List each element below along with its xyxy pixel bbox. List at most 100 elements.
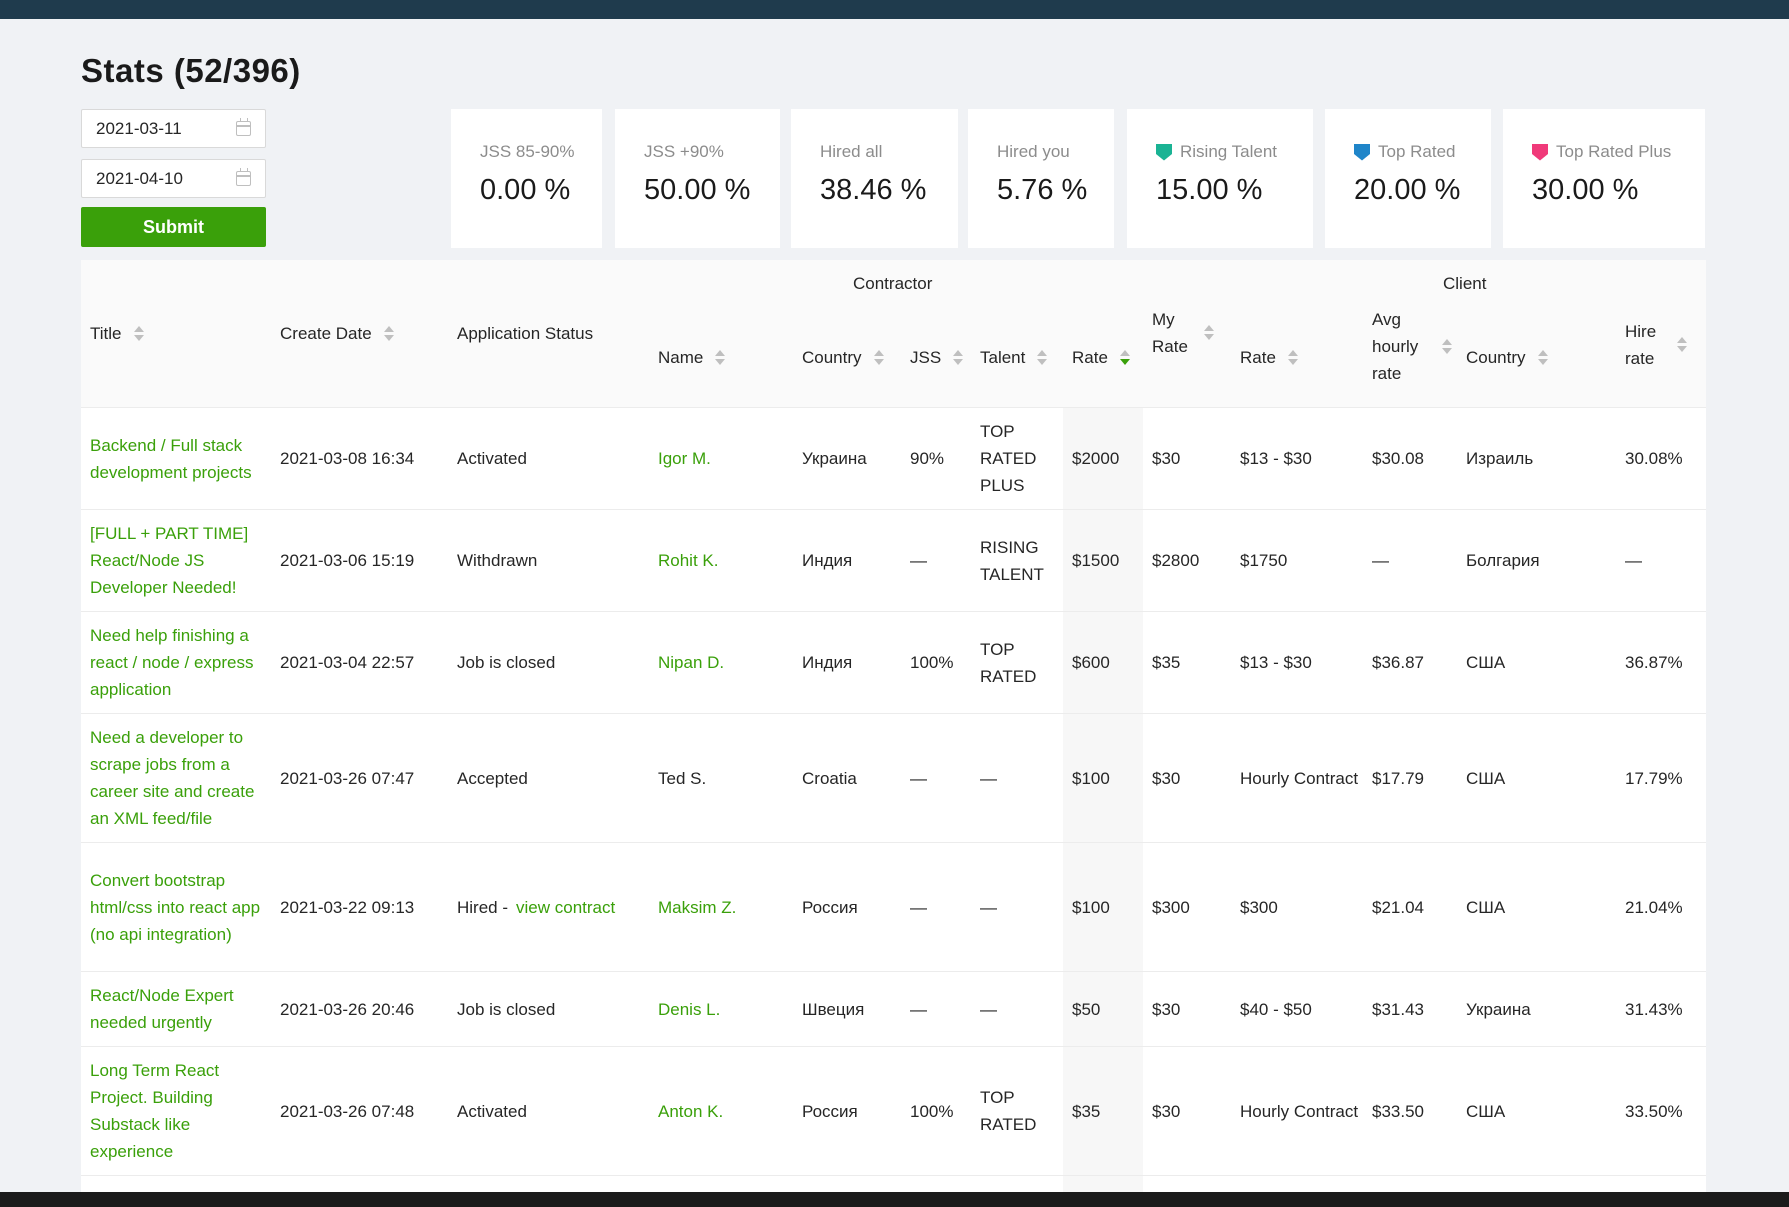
cell-jss: 100% [910, 653, 954, 672]
cell-date: 2021-03-26 07:47 [280, 768, 415, 788]
stat-label-text: Hired you [997, 142, 1070, 161]
cell-title[interactable]: Long Term React Project. Building Substa… [90, 1061, 220, 1161]
column-header-client-country[interactable]: Country [1466, 344, 1548, 371]
cell-date: 2021-03-26 20:46 [280, 999, 415, 1019]
column-header-label: Country [802, 348, 862, 367]
column-header-client-rate[interactable]: Rate [1240, 344, 1298, 371]
cell-name[interactable]: Nipan D. [658, 653, 725, 672]
cell-client-rate: Hourly Contract [1240, 768, 1359, 788]
cell-talent: TOP RATED [980, 639, 1037, 686]
stat-label: JSS 85-90% [480, 142, 602, 162]
column-header-title[interactable]: Title [90, 320, 144, 347]
column-header-label: Avg hourly rate [1372, 310, 1419, 383]
column-header-jss[interactable]: JSS [910, 344, 964, 371]
cell-avg: $17.79 [1372, 768, 1424, 788]
column-header-create-date[interactable]: Create Date [280, 320, 394, 347]
stat-value: 5.76 % [997, 174, 1088, 206]
sort-icon [1677, 336, 1687, 354]
cell-avg: $30.08 [1372, 449, 1424, 468]
cell-title[interactable]: [FULL + PART TIME] React/Node JS Develop… [90, 524, 249, 597]
table-row: React/Node Expert needed urgently 2021-03… [81, 972, 1706, 1047]
table-row: Long Term React Project. Building Substa… [81, 1047, 1706, 1176]
cell-client-rate: $13 - $30 [1240, 653, 1312, 672]
sort-icon [873, 349, 884, 367]
calendar-icon [236, 118, 251, 136]
column-header-rate[interactable]: Rate [1072, 344, 1130, 371]
cell-title[interactable]: Need a developer to scrape jobs from a c… [90, 728, 255, 828]
applications-table: Contractor Client Title Create Date Appl… [81, 260, 1706, 1207]
cell-country: Индия [802, 551, 853, 570]
sort-icon [1537, 349, 1548, 367]
cell-title[interactable]: Backend / Full stack development project… [90, 435, 252, 482]
cell-country: Швеция [802, 999, 865, 1019]
cell-status: Hired - view contract [457, 843, 657, 971]
cell-status: Activated [457, 449, 527, 468]
table-row: Backend / Full stack development project… [81, 408, 1706, 510]
cell-title[interactable]: React/Node Expert needed urgently [90, 986, 234, 1032]
cell-client-rate: $40 - $50 [1240, 999, 1312, 1019]
stat-label-text: Rising Talent [1180, 142, 1278, 161]
cell-my-rate: $300 [1152, 897, 1190, 917]
column-header-country[interactable]: Country [802, 344, 884, 371]
view-contract-link[interactable]: view contract [516, 897, 616, 917]
stat-card: Hired all 38.46 % [791, 109, 958, 248]
cell-country: Croatia [802, 768, 857, 788]
group-header-client: Client [1443, 274, 1487, 293]
sort-icon [383, 325, 394, 343]
stat-label: JSS +90% [644, 142, 780, 162]
top-bar [0, 0, 1789, 19]
cell-my-rate: $30 [1152, 999, 1181, 1019]
stat-label-text: JSS 85-90% [480, 142, 575, 161]
column-header-label: Application Status [457, 324, 594, 343]
cell-rate: $100 [1072, 768, 1110, 788]
cell-title[interactable]: Need help finishing a react / node / exp… [90, 626, 254, 699]
cell-name[interactable]: Denis L. [658, 999, 721, 1019]
cell-name[interactable]: Rohit K. [658, 551, 719, 570]
cell-my-rate: $2800 [1152, 551, 1200, 570]
cell-status: Withdrawn [457, 551, 538, 570]
stat-value: 15.00 % [1156, 174, 1263, 206]
cell-country: Россия [802, 897, 858, 917]
cell-rate: $2000 [1072, 449, 1120, 468]
cell-title[interactable]: Convert bootstrap html/css into react ap… [90, 870, 261, 944]
date-to-input[interactable]: 2021-04-10 [81, 159, 266, 198]
column-header-avg-hourly-rate[interactable]: Avg hourly rate [1372, 306, 1452, 387]
cell-rate: $100 [1072, 897, 1110, 917]
cell-date: 2021-03-06 15:19 [280, 551, 415, 570]
cell-country: Индия [802, 653, 853, 672]
column-header-name[interactable]: Name [658, 344, 726, 371]
cell-hire-rate: 36.87% [1625, 653, 1683, 672]
column-header-application-status: Application Status [457, 320, 593, 347]
group-header-contractor: Contractor [853, 274, 933, 293]
stat-label: Hired all [820, 142, 958, 162]
date-from-input[interactable]: 2021-03-11 [81, 109, 266, 148]
cell-name[interactable]: Anton K. [658, 1101, 724, 1121]
stat-value: 0.00 % [480, 174, 571, 206]
sort-icon [133, 325, 144, 343]
sort-icon [1204, 324, 1214, 342]
column-header-label: Country [1466, 348, 1526, 367]
cell-jss: 100% [910, 1101, 954, 1121]
stat-label-text: Hired all [820, 142, 883, 161]
cell-avg: — [1372, 551, 1389, 570]
stat-value: 30.00 % [1532, 174, 1639, 206]
column-header-my-rate[interactable]: My Rate [1152, 306, 1222, 360]
cell-rate: $1500 [1072, 551, 1120, 570]
cell-hire-rate: 21.04% [1625, 897, 1683, 917]
column-header-hire-rate[interactable]: Hire rate [1625, 318, 1687, 372]
stat-card: Rising Talent 15.00 % [1127, 109, 1313, 248]
cell-date: 2021-03-26 07:48 [280, 1101, 415, 1121]
sort-icon [1037, 349, 1048, 367]
sort-icon [1287, 349, 1298, 367]
cell-hire-rate: — [1625, 551, 1642, 570]
sort-icon [1442, 338, 1452, 356]
status-text: Hired - [457, 897, 509, 917]
stat-card: Hired you 5.76 % [968, 109, 1114, 248]
stat-value: 50.00 % [644, 174, 751, 206]
column-header-talent[interactable]: Talent [980, 344, 1048, 371]
table-header: Contractor Client Title Create Date Appl… [81, 260, 1706, 408]
submit-button[interactable]: Submit [81, 207, 266, 247]
cell-name[interactable]: Maksim Z. [658, 897, 737, 917]
column-header-label: JSS [910, 348, 942, 367]
cell-name[interactable]: Igor M. [658, 449, 711, 468]
